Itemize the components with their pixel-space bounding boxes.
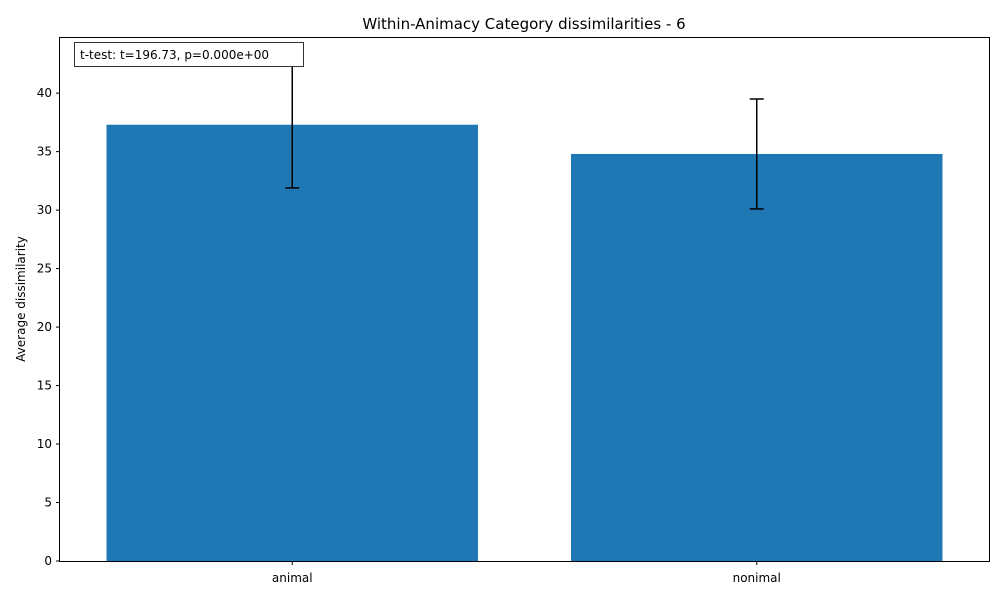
y-tick-label-40: 40	[37, 86, 52, 100]
y-tick-label-10: 10	[37, 437, 52, 451]
y-tick-label-30: 30	[37, 203, 52, 217]
chart-title: Within-Animacy Category dissimilarities …	[362, 15, 685, 33]
y-tick-label-35: 35	[37, 145, 52, 159]
y-tick-label-15: 15	[37, 379, 52, 393]
y-tick-label-25: 25	[37, 262, 52, 276]
bar-animal	[106, 124, 478, 562]
y-tick-label-5: 5	[44, 496, 52, 510]
y-axis: 0 5 10 15 20 25 30 35 40	[37, 86, 60, 568]
plot-frame	[59, 37, 990, 562]
annotation-frame	[74, 42, 304, 67]
bar-nonimal	[571, 153, 943, 561]
y-tick-label-0: 0	[44, 554, 52, 568]
y-axis-label: Average dissimilarity	[14, 236, 28, 362]
x-tick-label-animal: animal	[272, 571, 313, 585]
bars-group	[106, 124, 943, 562]
y-tick-label-20: 20	[37, 320, 52, 334]
x-tick-label-nonimal: nonimal	[733, 571, 781, 585]
annotation-box: t-test: t=196.73, p=0.000e+00	[74, 42, 304, 67]
x-axis: animal nonimal	[272, 561, 781, 585]
annotation-text: t-test: t=196.73, p=0.000e+00	[80, 48, 269, 62]
